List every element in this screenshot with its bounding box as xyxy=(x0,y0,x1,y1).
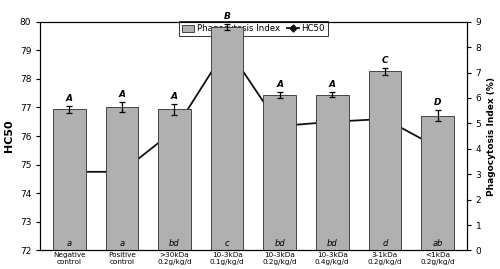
Text: c: c xyxy=(225,239,230,248)
Text: bd: bd xyxy=(274,239,285,248)
Text: A: A xyxy=(118,90,126,99)
Bar xyxy=(158,109,191,250)
Y-axis label: HC50: HC50 xyxy=(4,120,14,152)
Text: A: A xyxy=(171,92,178,101)
Text: a: a xyxy=(66,239,72,248)
Text: d: d xyxy=(382,239,388,248)
Bar xyxy=(316,95,348,250)
Text: bd: bd xyxy=(169,239,180,248)
Text: a: a xyxy=(120,239,124,248)
Text: A: A xyxy=(66,94,72,102)
Bar xyxy=(264,95,296,250)
Text: D: D xyxy=(434,98,442,107)
Bar xyxy=(211,27,244,250)
Text: B: B xyxy=(224,12,230,21)
Text: ab: ab xyxy=(432,239,443,248)
Bar xyxy=(53,109,86,250)
Text: A: A xyxy=(276,80,283,89)
Text: C: C xyxy=(382,56,388,65)
Bar xyxy=(421,116,454,250)
Legend: Phagocytosis Index, HC50: Phagocytosis Index, HC50 xyxy=(179,22,328,37)
Bar xyxy=(368,71,401,250)
Bar xyxy=(106,107,138,250)
Text: bd: bd xyxy=(327,239,338,248)
Y-axis label: Phagocytosis Index (%): Phagocytosis Index (%) xyxy=(487,77,496,196)
Text: A: A xyxy=(329,80,336,89)
